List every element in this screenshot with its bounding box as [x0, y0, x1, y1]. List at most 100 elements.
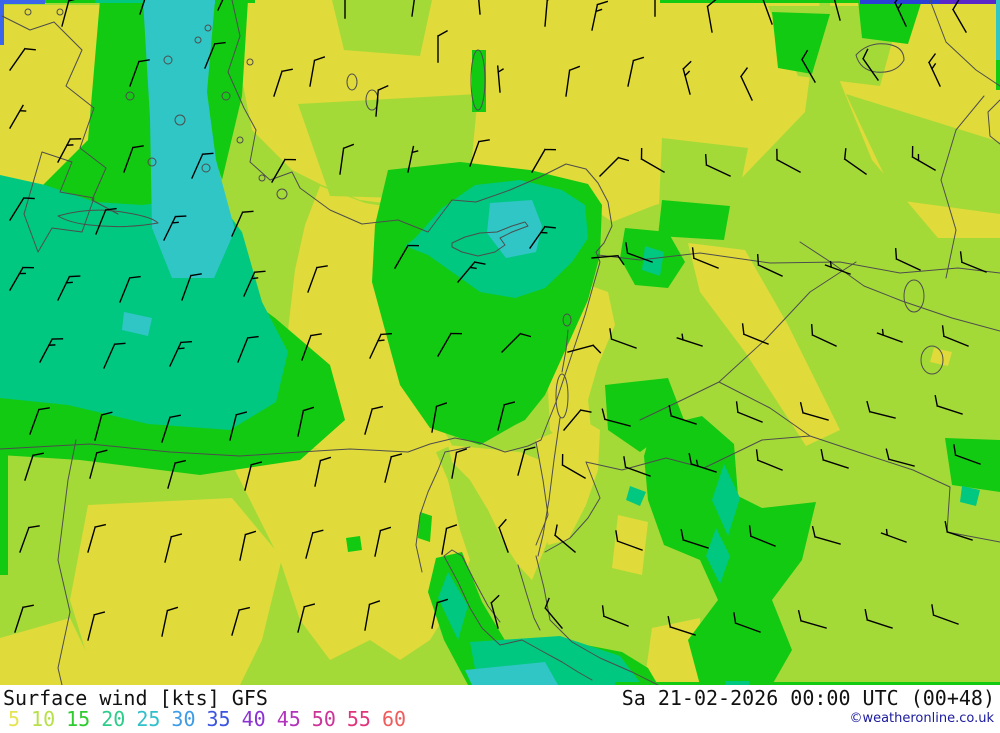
wind-barb	[496, 65, 504, 93]
wind-barb	[810, 323, 837, 347]
legend-value-45: 45	[276, 707, 301, 731]
wind-barb	[217, 0, 241, 11]
wind-barb	[864, 609, 893, 629]
wind-barb	[9, 196, 35, 221]
wind-barb	[911, 145, 936, 171]
wind-barb	[953, 444, 981, 465]
wind-barb	[623, 456, 651, 477]
wind-barb	[776, 148, 801, 173]
wind-barb	[229, 411, 248, 441]
wind-barb	[24, 452, 44, 481]
wind-barb	[314, 456, 332, 487]
legend-value-40: 40	[241, 707, 266, 731]
wind-barb	[94, 411, 113, 441]
wind-barb	[9, 47, 36, 71]
wind-barb	[384, 453, 403, 483]
wind-barb	[862, 48, 879, 81]
wind-barb	[411, 0, 427, 17]
wind-barb	[57, 275, 81, 301]
wind-barb	[457, 261, 486, 283]
wind-barb	[885, 448, 915, 467]
wind-barb	[161, 414, 181, 443]
wind-barb	[164, 533, 183, 563]
wind-barb	[676, 333, 703, 347]
wind-barb	[169, 340, 193, 367]
wind-barb	[704, 153, 731, 177]
wind-barb	[755, 449, 783, 471]
wind-barb	[756, 253, 783, 277]
wind-barb	[490, 594, 500, 629]
wind-barb	[369, 332, 393, 359]
wind-barb	[735, 401, 763, 423]
wind-barb	[271, 158, 297, 183]
wind-barb	[801, 49, 816, 83]
wind-barb	[29, 407, 50, 435]
wind-barb	[57, 138, 82, 163]
wind-barb	[894, 0, 907, 27]
wind-barb	[19, 525, 40, 553]
wind-barb	[95, 207, 117, 235]
wind-barb	[691, 247, 719, 269]
wind-barb	[824, 260, 851, 275]
wind-barb	[244, 461, 263, 491]
wind-barb	[87, 611, 106, 641]
wind-barb	[544, 0, 558, 27]
wind-barb	[567, 344, 602, 354]
legend-value-30: 30	[171, 707, 196, 731]
wind-barb	[431, 402, 448, 433]
wind-barb	[501, 332, 532, 353]
wind-barb	[451, 448, 468, 479]
map-edge-strips	[0, 0, 1000, 685]
wind-barb	[934, 395, 963, 415]
wind-barb	[119, 275, 141, 303]
wind-barb	[394, 244, 420, 269]
wind-barb	[565, 65, 581, 97]
wind-barb	[591, 0, 609, 31]
wind-barb	[880, 528, 907, 543]
wind-barb	[14, 604, 34, 633]
wind-barb	[601, 408, 631, 427]
wind-barb	[563, 409, 592, 431]
wind-barb	[129, 59, 150, 87]
wind-barb	[374, 526, 392, 557]
valid-datetime: Sa 21-02-2026 00:00 UTC (00+48)	[621, 686, 995, 710]
wind-barb	[181, 273, 202, 301]
wind-barb	[959, 251, 987, 273]
wind-barb	[625, 242, 653, 263]
wind-barb	[161, 606, 179, 637]
wind-barb	[531, 148, 557, 173]
wind-barb	[9, 266, 35, 291]
wind-barb	[941, 325, 969, 347]
wind-barb	[741, 323, 769, 345]
wind-barb	[529, 225, 556, 249]
wind-barb	[237, 335, 259, 363]
wind-barb	[437, 30, 448, 63]
wind-barb	[139, 0, 159, 15]
wind-barb	[627, 56, 645, 87]
wind-barb	[273, 68, 293, 97]
wind-barb	[476, 0, 484, 15]
wind-barb	[591, 254, 625, 266]
wind-barb	[243, 270, 266, 297]
wind-barb	[615, 530, 643, 551]
wind-barb	[204, 41, 226, 69]
wind-barb	[640, 147, 665, 173]
wind-barb	[307, 265, 328, 293]
copyright-link[interactable]: ©weatheronline.co.uk	[849, 711, 994, 726]
wind-map	[0, 0, 1000, 685]
wind-barb	[301, 333, 322, 361]
wind-barb	[561, 453, 586, 479]
wind-barb	[498, 518, 509, 553]
wind-barb	[231, 210, 254, 237]
wind-barb	[843, 148, 867, 175]
wind-speed-legend: 5 10 15 20 25 30 35 40 45 50 55 60	[8, 707, 406, 731]
status-bar: Surface wind [kts] GFS Sa 21-02-2026 00:…	[0, 685, 1000, 733]
wind-barb	[680, 529, 709, 549]
wind-barb	[9, 104, 27, 129]
legend-value-50: 50	[311, 707, 336, 731]
wind-barb	[191, 152, 214, 179]
wind-barb	[123, 145, 144, 173]
wind-barb	[297, 603, 316, 633]
wind-barb	[61, 0, 80, 27]
